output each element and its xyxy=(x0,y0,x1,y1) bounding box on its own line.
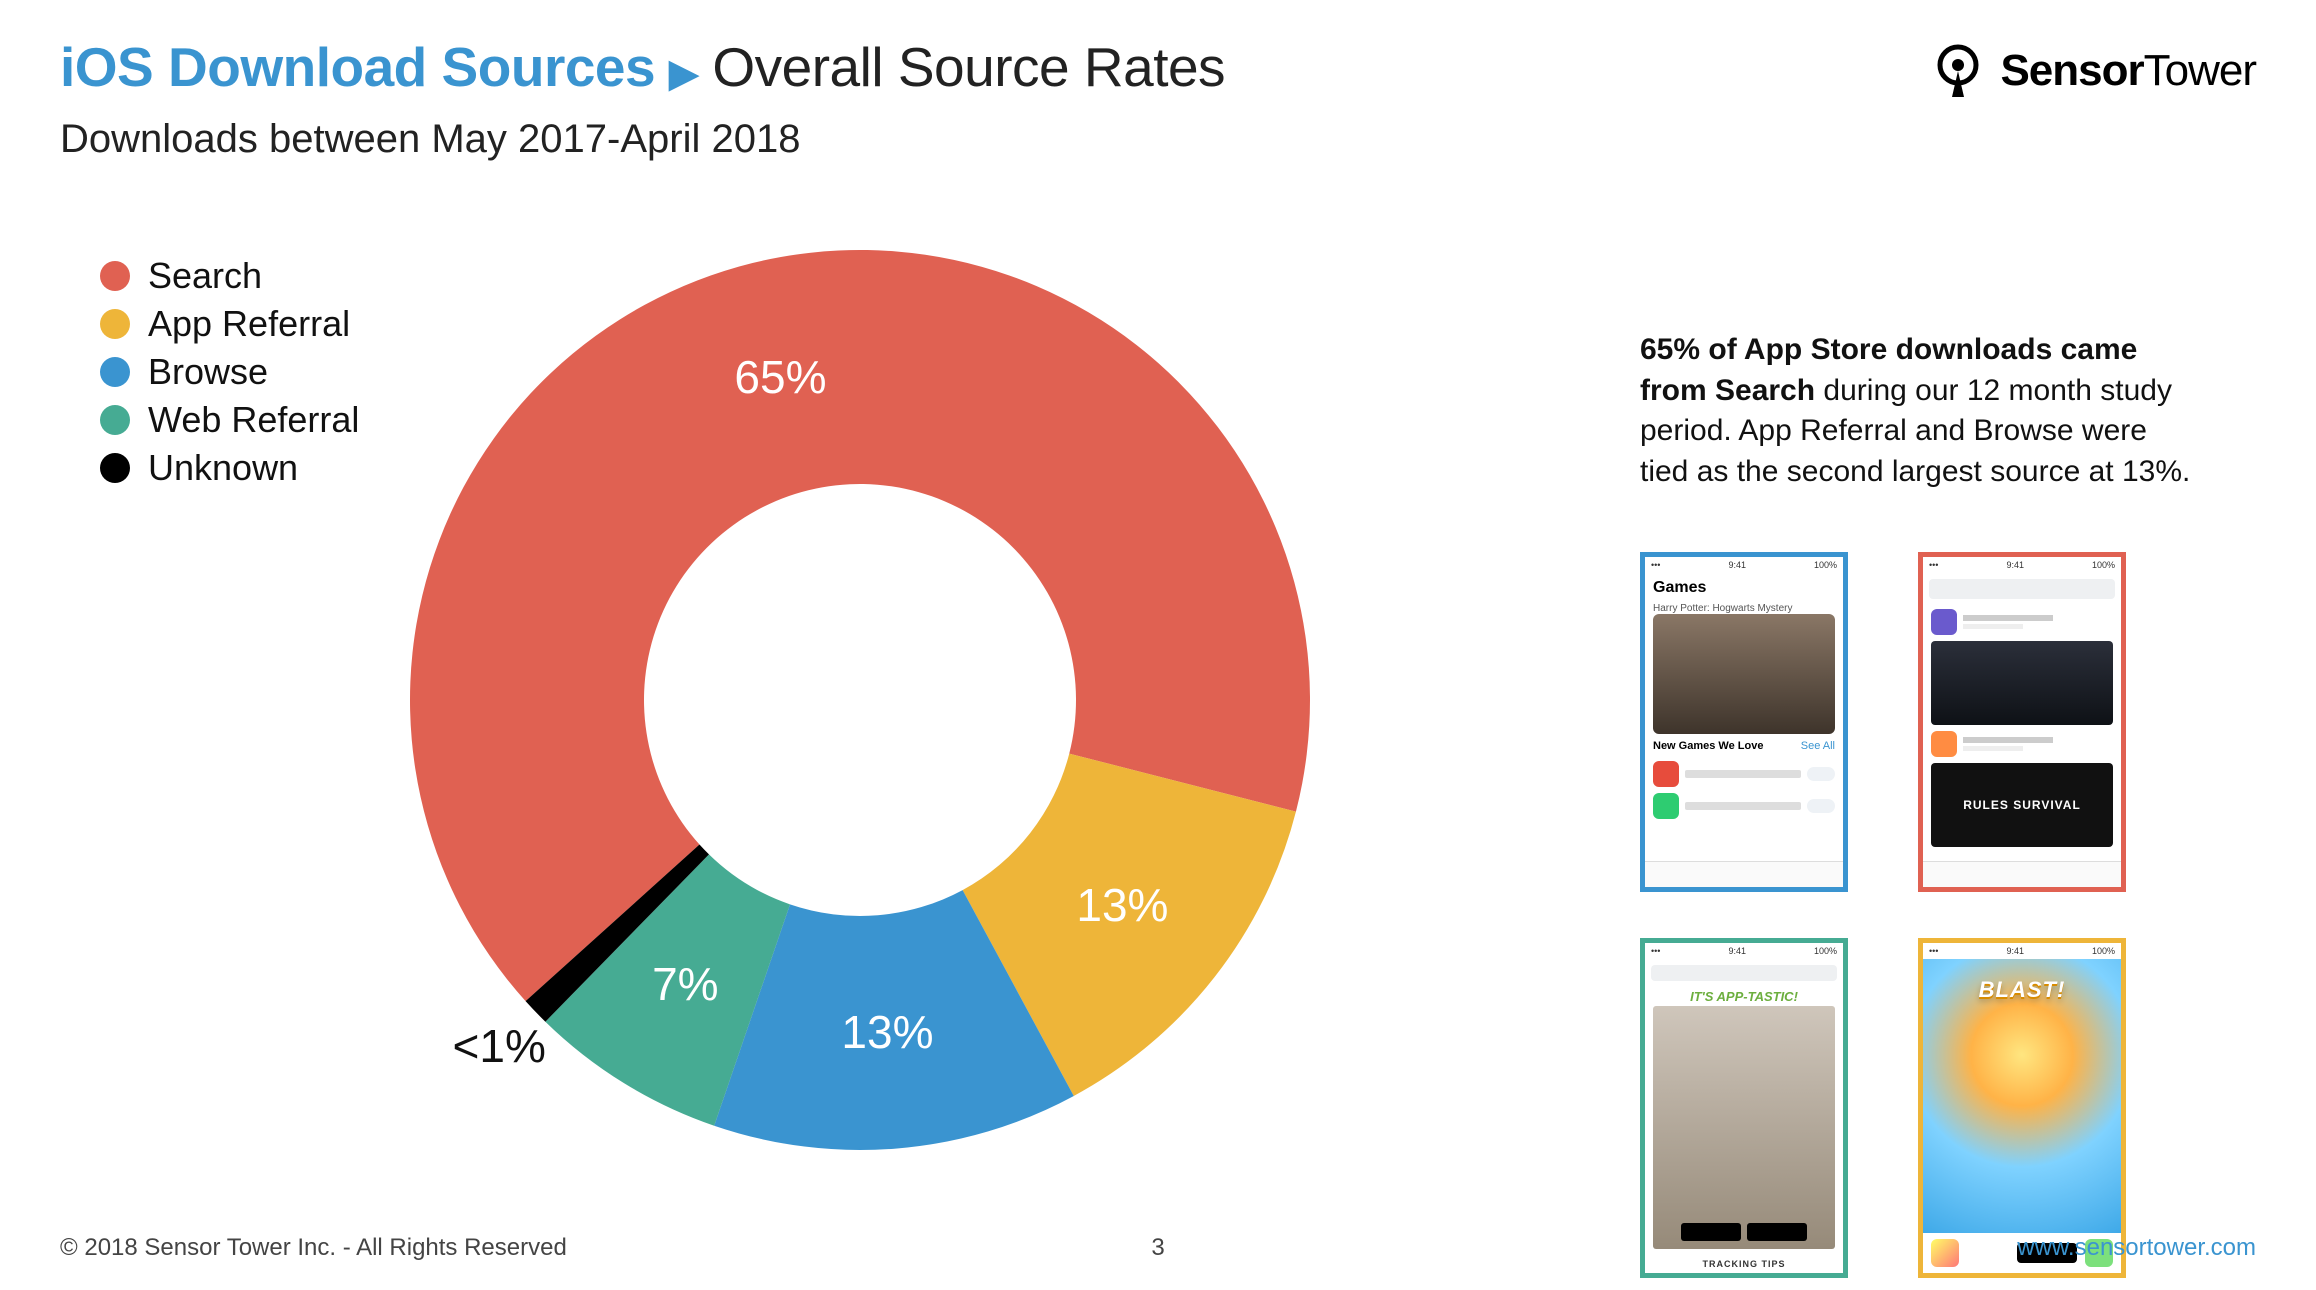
header: iOS Download Sources ▶ Overall Source Ra… xyxy=(60,35,2256,162)
title-line: iOS Download Sources ▶ Overall Source Ra… xyxy=(60,35,1225,99)
legend-item: Unknown xyxy=(100,447,359,489)
sensortower-icon xyxy=(1928,41,1988,101)
statusbar: •••9:41100% xyxy=(1923,943,2121,959)
right-column: 65% of App Store downloads came from Sea… xyxy=(1640,330,2200,1278)
phone-search: •••9:41100% RULES SURVIVAL xyxy=(1918,552,2126,892)
legend-label: Search xyxy=(148,255,262,297)
footer: © 2018 Sensor Tower Inc. - All Rights Re… xyxy=(60,1234,2256,1262)
legend-swatch xyxy=(100,357,130,387)
page-number: 3 xyxy=(1151,1234,1164,1262)
legend-swatch xyxy=(100,405,130,435)
legend-item: Web Referral xyxy=(100,399,359,441)
donut-chart: 65% 13% 13% 7% <1% xyxy=(400,240,1320,1160)
brand-name-light: Tower xyxy=(2144,46,2256,95)
brand-name: SensorTower xyxy=(2000,46,2256,96)
footer-link[interactable]: www.sensortower.com xyxy=(2017,1234,2256,1262)
statusbar: •••9:41100% xyxy=(1645,557,1843,573)
app-ref-title: BLAST! xyxy=(1979,977,2066,1003)
slice-label: 65% xyxy=(734,350,826,404)
summary-blurb: 65% of App Store downloads came from Sea… xyxy=(1640,330,2200,492)
title-block: iOS Download Sources ▶ Overall Source Ra… xyxy=(60,35,1225,162)
legend-swatch xyxy=(100,261,130,291)
search-hero-label: RULES SURVIVAL xyxy=(1931,763,2113,847)
browse-heading: Games xyxy=(1645,573,1843,603)
slice-label: <1% xyxy=(453,1019,546,1073)
browse-subheading: New Games We Love xyxy=(1653,740,1763,752)
phone-app-referral: •••9:41100% BLAST! xyxy=(1918,938,2126,1278)
legend-item: Search xyxy=(100,255,359,297)
legend-label: App Referral xyxy=(148,303,350,345)
legend-label: Unknown xyxy=(148,447,298,489)
brand-name-bold: Sensor xyxy=(2000,46,2143,95)
title-primary: iOS Download Sources xyxy=(60,35,655,99)
web-banner: IT'S APP-TASTIC! xyxy=(1645,987,1843,1006)
chart-legend: Search App Referral Browse Web Referral Unkn… xyxy=(100,255,359,489)
see-all: See All xyxy=(1801,740,1835,752)
title-secondary: Overall Source Rates xyxy=(712,35,1225,99)
slice-label: 13% xyxy=(1076,878,1168,932)
copyright: © 2018 Sensor Tower Inc. - All Rights Re… xyxy=(60,1234,567,1262)
legend-item: Browse xyxy=(100,351,359,393)
statusbar: •••9:41100% xyxy=(1645,943,1843,959)
legend-item: App Referral xyxy=(100,303,359,345)
brand-logo: SensorTower xyxy=(1928,41,2256,101)
phone-thumbnails: •••9:41100% Games Harry Potter: Hogwarts… xyxy=(1640,552,2200,1278)
legend-label: Browse xyxy=(148,351,268,393)
legend-swatch xyxy=(100,309,130,339)
phone-web-referral: •••9:41100% IT'S APP-TASTIC! TRACKING TI… xyxy=(1640,938,1848,1278)
slice-label: 13% xyxy=(841,1005,933,1059)
subtitle: Downloads between May 2017-April 2018 xyxy=(60,117,1225,162)
legend-label: Web Referral xyxy=(148,399,359,441)
statusbar: •••9:41100% xyxy=(1923,557,2121,573)
legend-swatch xyxy=(100,453,130,483)
phone-browse: •••9:41100% Games Harry Potter: Hogwarts… xyxy=(1640,552,1848,892)
slice-label: 7% xyxy=(652,957,718,1011)
caret-icon: ▶ xyxy=(669,51,698,96)
browse-hero xyxy=(1653,614,1835,734)
